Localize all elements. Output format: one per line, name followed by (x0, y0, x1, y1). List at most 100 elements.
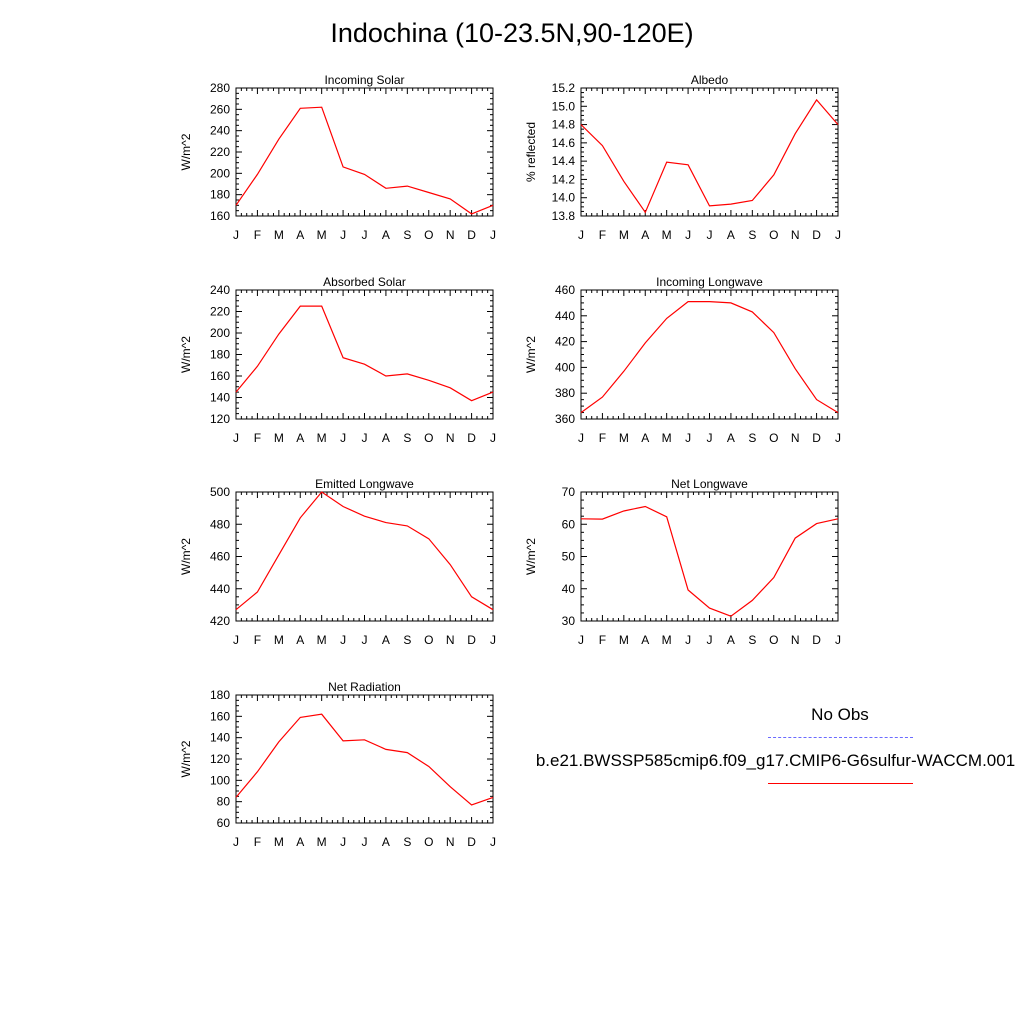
x-tick-label: S (748, 431, 756, 445)
y-tick-label: 380 (555, 386, 575, 400)
plot-frame (580, 87, 839, 217)
x-tick-label: N (791, 633, 800, 647)
y-tick-label: 14.0 (552, 191, 576, 205)
y-tick-label: 15.2 (552, 81, 576, 95)
y-tick-label: 460 (210, 550, 230, 564)
x-tick-label: A (727, 228, 735, 242)
y-tick-label: 280 (210, 81, 230, 95)
x-tick-label: J (362, 228, 368, 242)
x-tick-label: A (382, 228, 390, 242)
series-line (580, 98, 839, 214)
x-tick-label: M (317, 835, 327, 849)
y-tick-label: 160 (210, 709, 230, 723)
x-tick-label: J (362, 835, 368, 849)
y-axis-label: W/m^2 (179, 740, 193, 777)
chart-title: Absorbed Solar (323, 275, 406, 289)
series-line (235, 305, 494, 402)
x-tick-label: N (446, 835, 455, 849)
y-tick-label: 14.8 (552, 118, 576, 132)
y-tick-label: 14.4 (552, 154, 576, 168)
x-tick-label: S (403, 431, 411, 445)
x-tick-label: M (662, 228, 672, 242)
x-tick-label: A (641, 633, 649, 647)
series-line (235, 106, 494, 215)
y-tick-label: 500 (210, 485, 230, 499)
x-tick-label: J (685, 633, 691, 647)
y-tick-label: 50 (562, 550, 576, 564)
x-tick-label: J (362, 431, 368, 445)
x-tick-label: J (835, 633, 841, 647)
y-tick-label: 100 (210, 773, 230, 787)
x-tick-label: J (340, 633, 346, 647)
x-tick-label: M (619, 431, 629, 445)
plot-frame (235, 289, 494, 420)
y-tick-label: 40 (562, 582, 576, 596)
x-tick-label: D (812, 228, 821, 242)
x-tick-label: O (424, 228, 433, 242)
y-tick-label: 480 (210, 517, 230, 531)
plot-frame (235, 87, 494, 217)
y-tick-label: 440 (555, 309, 575, 323)
y-axis-label: W/m^2 (179, 133, 193, 170)
x-tick-label: J (362, 633, 368, 647)
y-tick-label: 140 (210, 731, 230, 745)
x-tick-label: F (599, 228, 606, 242)
x-tick-label: S (748, 633, 756, 647)
x-tick-label: J (707, 633, 713, 647)
x-tick-label: O (769, 431, 778, 445)
y-tick-label: 220 (210, 145, 230, 159)
y-tick-label: 360 (555, 412, 575, 426)
x-tick-label: O (769, 633, 778, 647)
chart-title: Incoming Longwave (656, 275, 763, 289)
x-tick-label: J (233, 228, 239, 242)
x-tick-label: S (403, 835, 411, 849)
x-tick-label: J (707, 431, 713, 445)
y-tick-label: 440 (210, 582, 230, 596)
x-tick-label: A (727, 431, 735, 445)
x-tick-label: S (403, 633, 411, 647)
x-tick-label: O (424, 835, 433, 849)
y-tick-label: 180 (210, 188, 230, 202)
y-tick-label: 60 (562, 517, 576, 531)
y-tick-label: 70 (562, 485, 576, 499)
y-tick-label: 14.2 (552, 172, 576, 186)
x-tick-label: J (340, 431, 346, 445)
x-tick-label: D (467, 431, 476, 445)
x-tick-label: M (619, 633, 629, 647)
x-tick-label: J (578, 228, 584, 242)
y-tick-label: 120 (210, 752, 230, 766)
y-axis-label: W/m^2 (179, 336, 193, 373)
x-tick-label: A (296, 835, 304, 849)
y-axis-label: % reflected (524, 122, 538, 182)
legend-obs-label: No Obs (811, 705, 869, 724)
chart-title: Net Radiation (328, 680, 401, 694)
x-tick-label: M (662, 431, 672, 445)
x-tick-label: F (254, 228, 261, 242)
chart-title: Net Longwave (671, 477, 748, 491)
y-tick-label: 220 (210, 305, 230, 319)
y-tick-label: 160 (210, 369, 230, 383)
series-line (235, 713, 494, 806)
y-tick-label: 15.0 (552, 99, 576, 113)
x-tick-label: M (619, 228, 629, 242)
x-tick-label: D (812, 431, 821, 445)
x-tick-label: M (662, 633, 672, 647)
x-tick-label: J (233, 835, 239, 849)
x-tick-label: J (233, 431, 239, 445)
x-tick-label: M (317, 431, 327, 445)
y-axis-label: W/m^2 (179, 538, 193, 575)
x-tick-label: D (467, 633, 476, 647)
page-title: Indochina (10-23.5N,90-120E) (330, 18, 694, 48)
x-tick-label: M (317, 228, 327, 242)
x-tick-label: J (835, 228, 841, 242)
x-tick-label: A (296, 228, 304, 242)
x-tick-label: A (382, 835, 390, 849)
x-tick-label: A (382, 431, 390, 445)
x-tick-label: J (707, 228, 713, 242)
